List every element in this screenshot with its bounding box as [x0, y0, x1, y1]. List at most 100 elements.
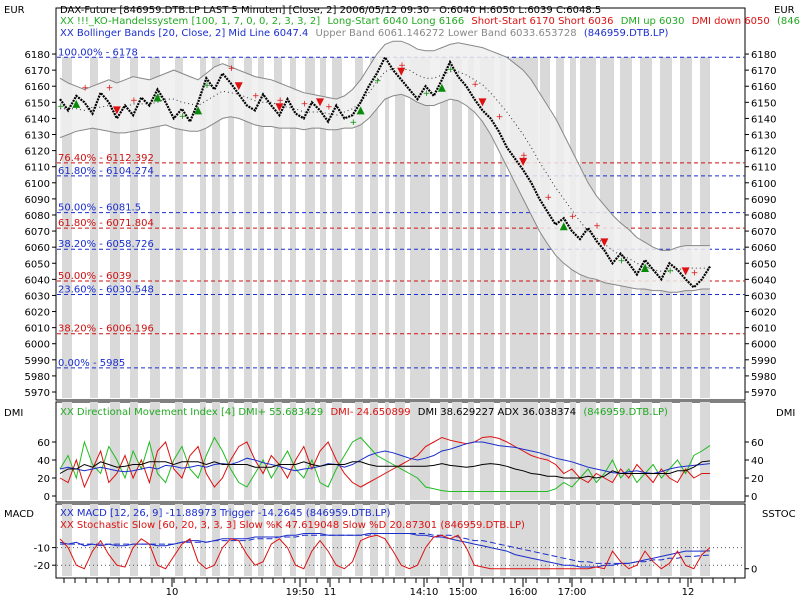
session-stripe	[355, 402, 363, 500]
price-tick-label-left: 6000	[25, 340, 50, 351]
session-stripe	[660, 57, 672, 398]
macd-tick-label-left: -20	[34, 561, 50, 572]
session-stripe	[540, 402, 550, 500]
time-tick-label: 11	[324, 587, 337, 598]
dmi-plot: 0 0 20 20 40 40 60 60	[37, 436, 764, 503]
long-signal-triangle	[437, 83, 446, 92]
dmi-tick-label-left: 20	[37, 474, 50, 485]
session-stripe	[410, 402, 430, 500]
long-plus-marker: +	[203, 81, 211, 91]
session-stripe	[570, 402, 576, 500]
session-stripe	[62, 57, 72, 398]
price-tick-label-left: 6080	[25, 211, 50, 222]
currency-label-left: EUR	[4, 5, 25, 16]
price-tick-label-right: 6140	[751, 114, 776, 125]
time-tick-label: 19:50	[286, 587, 315, 598]
short-signal-triangle	[112, 106, 121, 115]
short-plus-marker: +	[496, 112, 504, 122]
dmi-up-value: DMI up 6030	[621, 16, 685, 27]
price-line	[59, 55, 711, 289]
dmi-panel-label-right: DMI	[776, 408, 795, 419]
adx-line	[59, 441, 711, 475]
bollinger-band-values: Upper Band 6061.146272 Lower Band 6033.6…	[316, 28, 577, 39]
session-stripe	[212, 57, 220, 398]
dmi-minus-label: DMI- 24.650899	[330, 407, 410, 418]
price-tick-label-right: 5980	[751, 372, 776, 383]
time-tick-label: 14:10	[410, 587, 439, 598]
session-stripe	[452, 402, 462, 500]
short-signal-triangle	[519, 157, 528, 166]
session-stripe	[332, 402, 342, 500]
session-stripes	[62, 57, 710, 576]
session-stripe	[480, 504, 494, 576]
session-stripe	[570, 504, 576, 576]
session-stripe	[370, 402, 378, 500]
session-stripe	[480, 402, 494, 500]
short-signal-triangle	[234, 82, 243, 91]
session-stripe	[258, 402, 264, 500]
fib-level-label: 0.00% - 5985	[58, 358, 125, 369]
macd-panel-label-left: MACD	[4, 509, 34, 520]
price-tick-label-right: 6100	[751, 179, 776, 190]
long-plus-marker: +	[350, 118, 358, 128]
time-tick-label: 16:00	[509, 587, 538, 598]
price-tick-label-left: 6070	[25, 227, 50, 238]
price-tick-label-right: 6020	[751, 308, 776, 319]
dmi-adx-label: DMI 38.629227 ADX 36.038374	[418, 407, 576, 418]
fib-level-label: 50.00% - 6081.5	[58, 203, 141, 214]
short-plus-marker: +	[545, 193, 553, 203]
short-plus-marker: +	[228, 64, 236, 74]
dmi-tick-label-right: 20	[751, 474, 764, 485]
session-stripe	[130, 402, 138, 500]
session-stripe	[274, 402, 282, 500]
dmi-down-value: DMI down 6050	[692, 16, 770, 27]
long-plus-marker: +	[374, 76, 382, 86]
session-stripe	[556, 504, 564, 576]
price-tick-label-left: 6120	[25, 147, 50, 158]
session-stripe	[600, 402, 614, 500]
session-stripe	[244, 57, 252, 398]
price-tick-label-left: 6020	[25, 308, 50, 319]
session-stripe	[228, 57, 234, 398]
short-plus-marker: +	[301, 99, 309, 109]
dmi-tick-label-left: 0	[44, 492, 50, 503]
short-plus-marker: +	[81, 83, 89, 93]
signal-markers: +++++++++++++++++++++++++++	[57, 61, 698, 279]
long-signal-triangle	[72, 99, 81, 108]
price-tick-label-left: 6180	[25, 50, 50, 61]
price-tick-label-left: 6090	[25, 195, 50, 206]
session-stripe	[290, 504, 296, 576]
session-stripe	[320, 57, 326, 398]
price-tick-label-left: 6030	[25, 291, 50, 302]
long-signal-triangle	[194, 106, 203, 115]
session-stripe	[640, 504, 652, 576]
long-signal-triangle	[153, 93, 162, 102]
session-stripe	[150, 504, 160, 576]
fib-level-label: 38.20% - 6058.726	[58, 239, 154, 250]
session-stripe	[640, 57, 652, 398]
dmi-header: XX Directional Movement Index [4] DMI+ 5…	[60, 407, 668, 418]
session-stripe	[680, 57, 692, 398]
session-stripe	[305, 57, 315, 398]
long-signal-triangle	[356, 106, 365, 115]
session-stripe	[452, 57, 462, 398]
time-tick-label: 17:00	[558, 587, 587, 598]
fib-level-label: 61.80% - 6104.274	[58, 166, 154, 177]
price-tick-label-left: 6160	[25, 82, 50, 93]
time-tick-label: 10	[166, 587, 179, 598]
price-tick-label-left: 6100	[25, 179, 50, 190]
price-tick-label-left: 6110	[25, 163, 50, 174]
session-stripe	[228, 402, 234, 500]
session-stripe	[228, 504, 234, 576]
session-stripe	[500, 504, 506, 576]
price-tick-label-right: 6030	[751, 291, 776, 302]
long-signal-triangle	[641, 264, 649, 273]
macd-panel-label-right: SSTOC	[762, 509, 796, 520]
session-stripe	[320, 402, 326, 500]
header-line-2: XX !!!_KO-Handelssystem [100, 1, 7, 0, 0…	[60, 16, 800, 27]
dmi-tick-label-right: 0	[751, 492, 757, 503]
session-stripe	[680, 402, 692, 500]
bollinger-band-fill	[60, 41, 710, 293]
macd-plot: -20 -10 0	[34, 533, 757, 576]
session-stripe	[130, 504, 138, 576]
